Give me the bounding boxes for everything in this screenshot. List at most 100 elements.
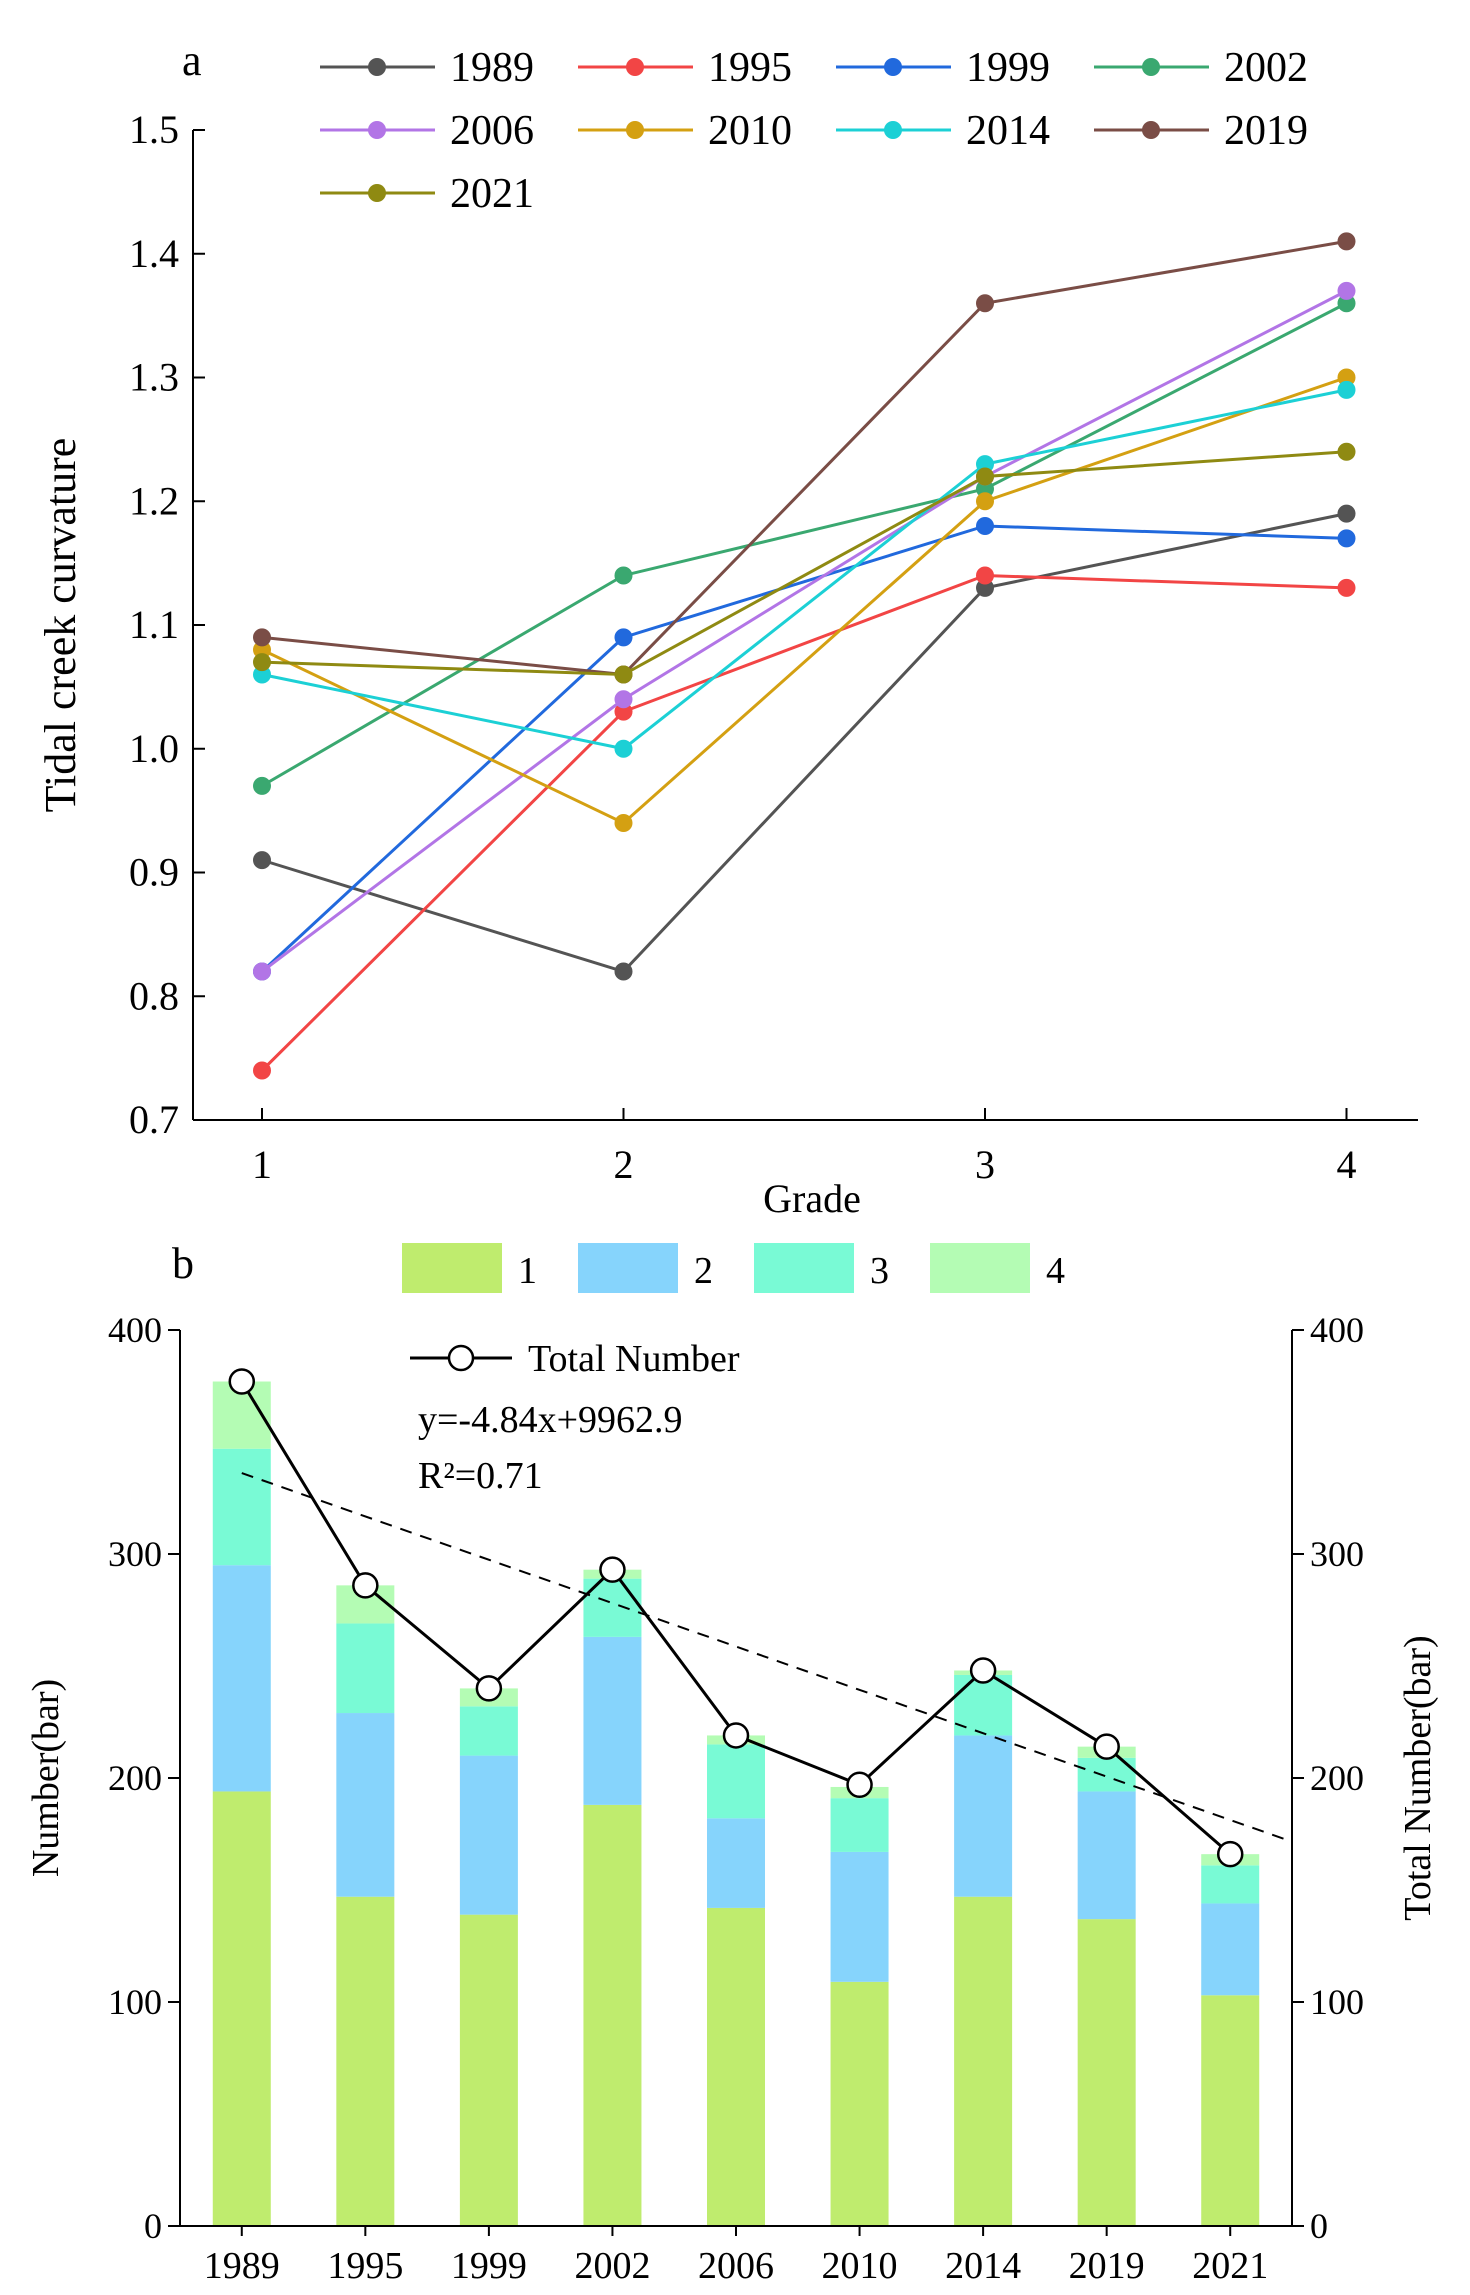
legend-label-2014: 2014 (966, 108, 1050, 154)
bar-2021-grade-3 (1201, 1865, 1260, 1904)
legend-label-1989: 1989 (450, 45, 534, 91)
left-y-tick-label: 300 (108, 1534, 162, 1574)
panel-b-bar-chart: b 0 0 100 100 200 200 300 300 400 400 1989 1995 1999 2… (25, 1239, 1439, 2287)
legend-label-2021: 2021 (450, 171, 534, 217)
panel-a-line-chart: a 0.7 0.8 0.9 1.0 1.1 1.2 1.3 1.4 1.5 1 2 3 4 Grade Tid… (36, 36, 1418, 1221)
legend-swatch-grade-4 (930, 1243, 1030, 1293)
total-number-point-1995 (352, 1572, 379, 1599)
right-y-tick-label: 0 (1310, 2206, 1328, 2246)
data-point-2019 (253, 628, 271, 647)
series-line-1999 (260, 524, 1347, 973)
data-point-2014 (253, 665, 271, 684)
data-point-1999 (1337, 529, 1356, 548)
bar-2021-grade-2 (1201, 1903, 1260, 1996)
total-number-point-1989 (228, 1368, 256, 1395)
data-point-1989 (1337, 504, 1356, 523)
data-point-2002 (614, 566, 633, 585)
y-axis-title: Tidal creek curvature (36, 438, 85, 813)
trend-r-squared: R²=0.71 (418, 1455, 543, 1497)
legend-marker-2010 (626, 121, 644, 139)
bar-2010-grade-1 (830, 1981, 889, 2226)
series-line-2006 (261, 289, 1348, 973)
bar-1989-grade-2 (212, 1565, 271, 1792)
data-point-1999 (976, 517, 994, 535)
bar-2002-grade-1 (583, 1804, 642, 2226)
x-axis-title: Grade (763, 1176, 861, 1221)
total-number-point-2019 (1093, 1733, 1120, 1760)
bar-1999-grade-3 (459, 1706, 518, 1756)
data-point-2006 (614, 690, 633, 709)
y-tick-label: 1.0 (129, 726, 179, 771)
y-tick-label: 1.1 (129, 602, 179, 647)
right-y-tick-label: 100 (1310, 1982, 1364, 2022)
legend-marker-2014 (884, 121, 902, 139)
data-point-1989 (253, 851, 271, 870)
legend-swatch-grade-2 (578, 1243, 678, 1293)
bar-2010-grade-3 (830, 1798, 889, 1852)
legend-label-total-number: Total Number (528, 1338, 740, 1380)
left-y-tick-label: 400 (108, 1310, 162, 1350)
legend-marker-1995 (626, 58, 644, 76)
series-line-2014 (261, 388, 1347, 751)
data-point-1989 (614, 962, 633, 981)
legend-label-2002: 2002 (1224, 45, 1308, 91)
bar-1995-grade-1 (336, 1896, 395, 2226)
data-point-1995 (976, 566, 994, 585)
data-point-2010 (614, 814, 633, 832)
series-line-1989 (261, 512, 1347, 974)
bar-1999-grade-1 (459, 1914, 518, 2226)
bar-2014-grade-3 (954, 1674, 1013, 1736)
legend-marker-2021 (368, 184, 386, 202)
legend-marker-1999 (884, 58, 902, 76)
legend-label-2006: 2006 (450, 108, 534, 154)
data-point-2002 (253, 776, 271, 795)
data-point-1999 (614, 628, 633, 647)
legend-label-grade-2: 2 (694, 1250, 713, 1292)
left-y-tick-label: 100 (108, 1982, 162, 2022)
x-tick-label: 2 (614, 1142, 634, 1187)
x-tick-label: 1989 (204, 2245, 280, 2287)
data-point-2019 (1337, 232, 1356, 251)
x-tick-label: 2006 (698, 2245, 774, 2287)
data-point-2010 (253, 640, 271, 659)
total-number-point-2014 (969, 1657, 997, 1684)
legend-marker-2002 (1142, 58, 1160, 76)
bar-2006-grade-2 (707, 1818, 765, 1908)
legend-label-1995: 1995 (708, 45, 792, 91)
bar-2019-grade-1 (1077, 1919, 1136, 2226)
total-number-point-2021 (1216, 1840, 1244, 1868)
series-line-2019 (261, 239, 1347, 677)
data-point-2006 (253, 962, 271, 981)
left-y-axis-title: Number(bar) (25, 1679, 67, 1877)
y-tick-label: 1.5 (129, 107, 179, 152)
bar-2006-grade-3 (707, 1744, 765, 1819)
bar-2014-grade-2 (954, 1735, 1013, 1897)
legend-label-1999: 1999 (966, 45, 1050, 91)
data-point-2021 (1337, 442, 1356, 461)
right-y-axis-title: Total Number(bar) (1397, 1635, 1439, 1920)
data-point-1995 (614, 702, 633, 721)
data-point-2010 (1337, 368, 1356, 387)
x-tick-label: 1 (252, 1142, 272, 1187)
y-tick-label: 1.4 (129, 231, 179, 276)
x-tick-label: 2019 (1069, 2245, 1145, 2287)
bar-2019-grade-2 (1077, 1791, 1136, 1920)
x-tick-label: 2021 (1192, 2245, 1268, 2287)
y-tick-label: 1.3 (129, 355, 179, 400)
left-y-tick-label: 200 (108, 1758, 162, 1798)
x-tick-label: 2014 (945, 2245, 1021, 2287)
total-number-point-2006 (722, 1722, 750, 1749)
x-tick-label: 2002 (574, 2245, 650, 2287)
panel-label-b: b (172, 1239, 194, 1288)
bar-1995-grade-2 (336, 1713, 395, 1897)
data-point-2014 (1337, 380, 1356, 399)
legend-marker-2019 (1142, 121, 1160, 139)
data-point-2014 (614, 739, 633, 758)
data-point-1995 (1337, 578, 1356, 597)
series-line-2021 (261, 450, 1347, 677)
bar-2006-grade-1 (707, 1907, 765, 2226)
data-point-2021 (614, 665, 633, 684)
legend-marker-1989 (368, 58, 386, 76)
data-point-2010 (976, 492, 994, 511)
